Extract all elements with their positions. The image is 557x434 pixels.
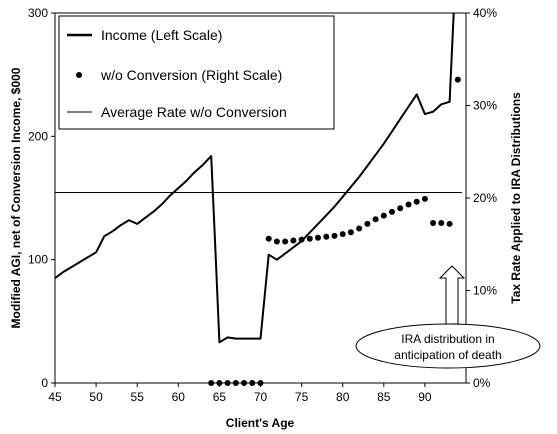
rate-dot bbox=[339, 231, 346, 238]
right-tick-label: 20% bbox=[473, 191, 497, 205]
rate-dot bbox=[389, 208, 395, 215]
rate-dot bbox=[323, 233, 330, 240]
x-axis-ticks: 45 50 55 60 65 70 75 80 85 90 bbox=[48, 383, 432, 404]
rate-dot bbox=[380, 212, 387, 219]
income-series bbox=[54, 12, 455, 344]
x-tick-label: 70 bbox=[254, 390, 268, 404]
rate-dot bbox=[413, 198, 420, 205]
rate-dot bbox=[331, 232, 338, 239]
rate-dot bbox=[257, 380, 264, 386]
rate-dot bbox=[232, 380, 239, 386]
annotation-arrow bbox=[438, 265, 466, 325]
rate-dot bbox=[216, 380, 223, 386]
x-tick-label: 65 bbox=[213, 390, 227, 404]
rate-dot bbox=[372, 216, 379, 223]
left-tick-label: 300 bbox=[28, 6, 48, 20]
x-tick-label: 80 bbox=[336, 390, 350, 404]
rate-dot bbox=[298, 236, 305, 243]
rate-dot bbox=[306, 235, 313, 242]
right-axis-ticks: 0% 10% 20% 30% 40% bbox=[466, 6, 497, 390]
income-line bbox=[54, 12, 455, 344]
annotation: IRA distribution in anticipation of deat… bbox=[355, 265, 541, 369]
annotation-line-1: IRA distribution in bbox=[401, 332, 494, 346]
rate-dot bbox=[241, 380, 248, 386]
right-tick-label: 10% bbox=[473, 284, 497, 298]
right-axis-title: Tax Rate Applied to IRA Distributions bbox=[509, 92, 523, 304]
legend: Income (Left Scale) w/o Conversion (Righ… bbox=[58, 15, 335, 130]
rate-dot bbox=[265, 235, 272, 242]
left-axis-title: Modified AGI, net of Conversion Income, … bbox=[9, 67, 23, 328]
x-tick-label: 60 bbox=[172, 390, 186, 404]
rate-dot bbox=[273, 238, 280, 245]
rate-dot bbox=[438, 220, 445, 226]
x-axis-title: Client's Age bbox=[226, 416, 295, 430]
rate-dot bbox=[224, 380, 231, 386]
rate-dot bbox=[208, 380, 215, 386]
rate-dot bbox=[364, 220, 371, 227]
rate-dot bbox=[430, 220, 437, 226]
rate-dot bbox=[446, 220, 453, 227]
x-tick-label: 85 bbox=[377, 390, 391, 404]
rate-dot bbox=[421, 195, 428, 202]
rate-dot bbox=[397, 205, 404, 212]
rate-dot bbox=[405, 201, 412, 208]
legend-box bbox=[58, 15, 335, 130]
right-tick-label: 40% bbox=[473, 6, 497, 20]
x-tick-label: 90 bbox=[418, 390, 432, 404]
left-tick-label: 100 bbox=[28, 253, 48, 267]
rate-dot bbox=[454, 76, 461, 83]
rate-dot bbox=[347, 229, 354, 236]
rate-dot bbox=[315, 234, 321, 241]
right-tick-label: 30% bbox=[473, 99, 497, 113]
left-tick-label: 200 bbox=[28, 129, 48, 143]
legend-label-dots: w/o Conversion (Right Scale) bbox=[100, 67, 282, 83]
x-tick-label: 55 bbox=[131, 390, 145, 404]
annotation-ellipse bbox=[355, 323, 541, 369]
legend-label-average: Average Rate w/o Conversion bbox=[101, 104, 287, 120]
right-tick-label: 0% bbox=[473, 376, 491, 390]
annotation-line-2: anticipation of death bbox=[394, 348, 501, 362]
rate-dot bbox=[356, 225, 363, 232]
x-tick-label: 45 bbox=[48, 390, 62, 404]
x-tick-label: 50 bbox=[89, 390, 103, 404]
rate-dot bbox=[282, 238, 289, 245]
rate-dot bbox=[249, 380, 256, 386]
x-tick-label: 75 bbox=[295, 390, 309, 404]
rate-dot bbox=[290, 237, 297, 244]
left-tick-label: 0 bbox=[41, 376, 48, 390]
rate-dots-series bbox=[208, 76, 461, 386]
left-axis-ticks: 0 100 200 300 bbox=[28, 6, 55, 390]
legend-symbol-dots bbox=[76, 72, 82, 78]
legend-label-income: Income (Left Scale) bbox=[101, 27, 222, 43]
